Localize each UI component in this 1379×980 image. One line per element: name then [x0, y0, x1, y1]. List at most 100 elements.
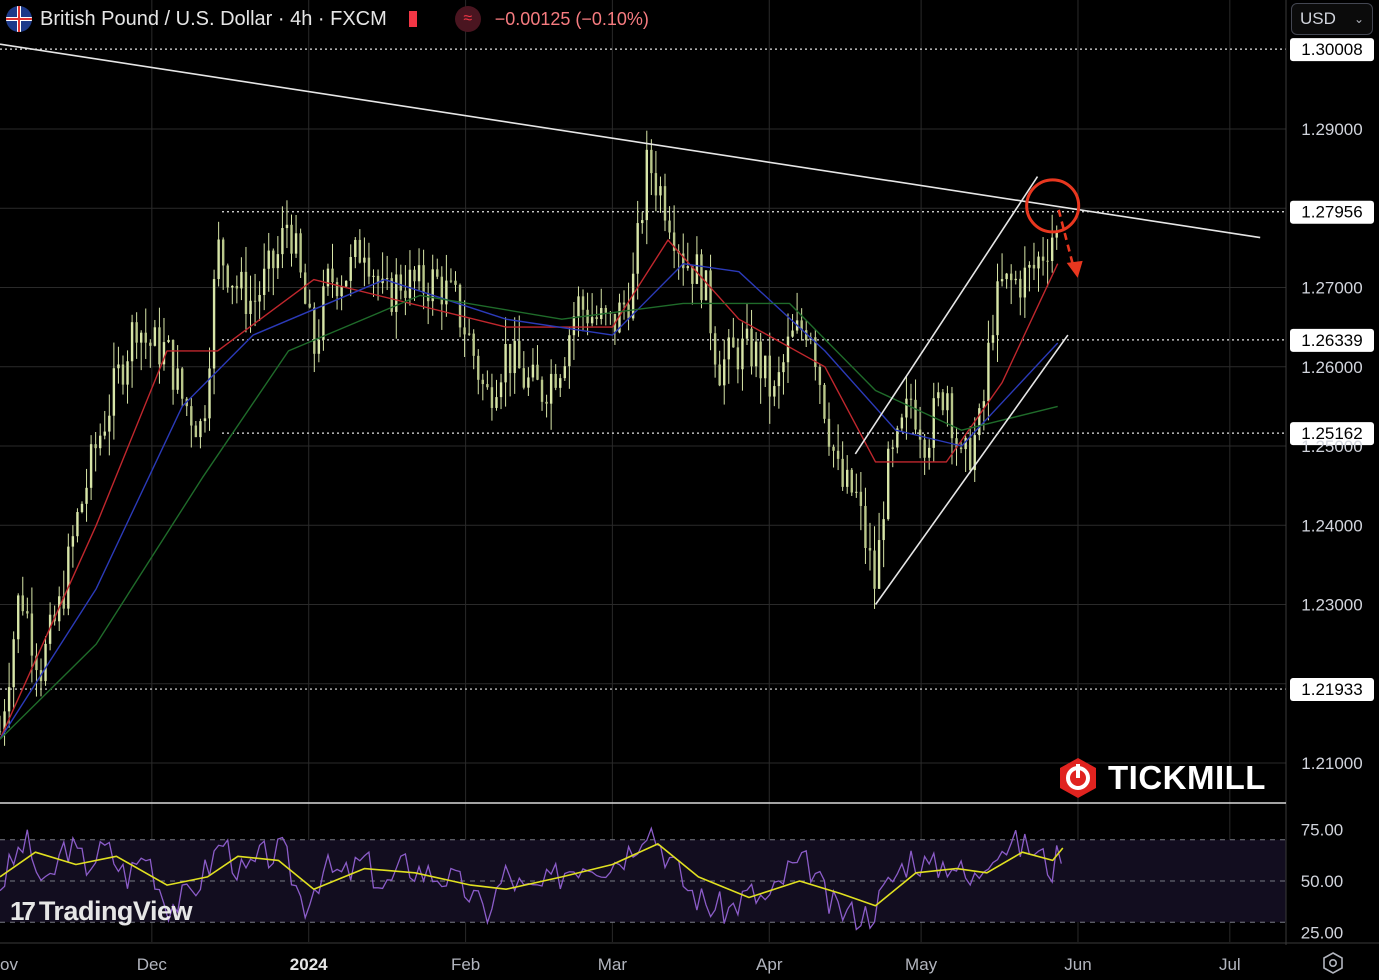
- candle-body: [946, 393, 949, 411]
- candle-body: [99, 435, 102, 449]
- gear-icon[interactable]: [1322, 952, 1344, 974]
- candle-body: [445, 280, 448, 305]
- candle-body: [745, 328, 749, 339]
- y-tick-label: 1.24000: [1301, 516, 1362, 535]
- candle-body: [545, 401, 548, 404]
- candle-body: [923, 439, 926, 458]
- candle-body: [472, 333, 475, 356]
- candle-body: [659, 186, 662, 196]
- x-tick-label: 2024: [290, 955, 328, 974]
- rsi-ma-line: [0, 843, 1064, 907]
- candle-body: [896, 428, 899, 448]
- moving-average-line-1: [0, 263, 1059, 740]
- candle-body: [1032, 264, 1036, 269]
- y-tick-label: 1.23000: [1301, 596, 1362, 615]
- tickmill-logo: TICKMILL: [1056, 756, 1266, 800]
- candle-body: [773, 386, 776, 397]
- candle-body: [149, 342, 152, 346]
- candle-body: [390, 278, 393, 312]
- candle-body: [372, 275, 375, 277]
- candle-body: [909, 398, 913, 400]
- candle-body: [12, 639, 15, 688]
- candle-body: [522, 368, 526, 388]
- flag-icon[interactable]: [408, 11, 423, 27]
- price-level-badge: [1290, 38, 1374, 62]
- candle-body: [672, 232, 676, 251]
- candle-body: [663, 186, 667, 221]
- candle-body: [764, 355, 767, 379]
- candle-body: [832, 446, 835, 451]
- candle-body: [836, 450, 840, 459]
- candle-body: [805, 330, 808, 341]
- candle-body: [887, 448, 890, 520]
- candle-body: [941, 392, 945, 411]
- candle-body: [695, 254, 699, 284]
- candle-body: [308, 303, 311, 308]
- annotation-arrow-head: [1066, 260, 1083, 278]
- symbol-title[interactable]: British Pound / U.S. Dollar · 4h · FXCM: [40, 7, 387, 30]
- candle-body: [991, 335, 995, 343]
- candle-body: [882, 519, 885, 541]
- candle-body: [322, 286, 325, 340]
- candle-body: [404, 290, 407, 298]
- candle-body: [17, 595, 20, 640]
- candle-body: [704, 270, 708, 301]
- candle-body: [823, 384, 826, 419]
- x-tick-label: Apr: [756, 955, 783, 974]
- candle-body: [1046, 260, 1049, 262]
- candle-body: [431, 269, 434, 302]
- price-change: −0.00125 (−0.10%): [494, 8, 649, 29]
- candle-body: [208, 368, 211, 419]
- candle-body: [723, 359, 726, 386]
- candle-body: [572, 316, 576, 336]
- chevron-down-icon: ⌄: [1353, 12, 1364, 26]
- candle-body: [841, 458, 844, 487]
- candle-body: [326, 268, 330, 287]
- candle-body: [399, 274, 403, 291]
- candle-body: [176, 368, 179, 390]
- candle-body: [627, 304, 630, 319]
- chart-header: British Pound / U.S. Dollar · 4h · FXCM …: [6, 5, 649, 33]
- candle-body: [618, 302, 621, 333]
- x-tick-label: Jul: [1219, 955, 1241, 974]
- candle-body: [112, 368, 116, 416]
- candle-body: [814, 337, 817, 367]
- candle-body: [786, 336, 790, 363]
- candle-body: [303, 272, 307, 304]
- candle-body: [231, 285, 234, 288]
- candle-body: [454, 280, 457, 285]
- currency-select[interactable]: USD ⌄: [1291, 3, 1373, 35]
- wave-icon[interactable]: ≈: [454, 6, 481, 32]
- candle-body: [531, 364, 535, 378]
- candle-body: [1041, 256, 1045, 261]
- tradingview-icon: 17: [10, 896, 36, 926]
- candle-body: [604, 307, 607, 313]
- price-level-badge: [1290, 678, 1374, 702]
- candle-body: [267, 250, 270, 269]
- candle-body: [240, 271, 243, 289]
- candle-body: [108, 415, 111, 432]
- x-tick-label: ov: [0, 955, 18, 974]
- candle-body: [950, 393, 954, 439]
- candle-body: [449, 280, 453, 282]
- candle-body: [153, 327, 157, 346]
- candle-body: [549, 373, 553, 404]
- candle-body: [645, 149, 648, 221]
- candle-body: [417, 265, 421, 282]
- candle-body: [918, 429, 922, 440]
- candle-body: [622, 302, 626, 305]
- y-tick-label: 1.27000: [1301, 279, 1362, 298]
- candle-body: [654, 173, 658, 196]
- candle-body: [376, 275, 380, 284]
- candle-body: [682, 253, 685, 269]
- tickmill-text: TICKMILL: [1108, 759, 1266, 796]
- candle-body: [0, 731, 2, 733]
- candle-body: [203, 418, 207, 422]
- x-tick-label: Mar: [598, 955, 628, 974]
- y-tick-label: 1.21000: [1301, 754, 1362, 773]
- candle-body: [272, 250, 275, 269]
- candle-body: [463, 327, 466, 335]
- candle-body: [212, 279, 216, 369]
- candle-body: [527, 377, 530, 388]
